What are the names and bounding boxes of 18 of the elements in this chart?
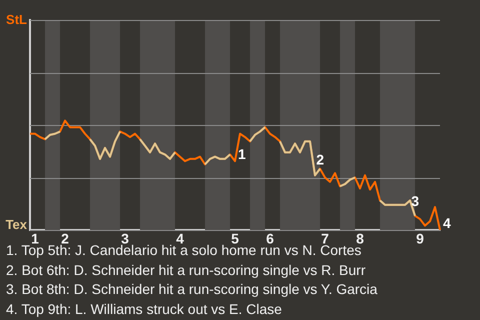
x-tick-label: 3 <box>121 230 130 246</box>
x-tick-label: 9 <box>416 230 424 246</box>
annotation: 3 <box>411 192 420 209</box>
x-tick-label: 4 <box>176 230 184 246</box>
x-tick-label: 1 <box>31 230 40 246</box>
text: Tex <box>6 217 28 232</box>
x-tick-label: 5 <box>231 230 240 246</box>
x-tick-label: 2 <box>61 230 70 246</box>
text: StL <box>6 12 28 28</box>
text: 4. Top 9th: L. Williams struck out vs E. Clase <box>6 300 283 319</box>
x-tick-label: 8 <box>356 230 364 246</box>
x-tick-label: 6 <box>266 230 274 246</box>
x-tick-label: 7 <box>321 230 330 246</box>
annotation: 1 <box>238 146 246 162</box>
annotation: 2 <box>316 151 324 168</box>
text: 4 <box>443 214 451 231</box>
text: 2. Bot 6th: D. Schneider hit a run-scoring single vs R. Burr <box>6 260 366 280</box>
text: 3. Bot 8th: D. Schneider hit a run-scoring single vs Y. Garcia <box>6 280 378 299</box>
